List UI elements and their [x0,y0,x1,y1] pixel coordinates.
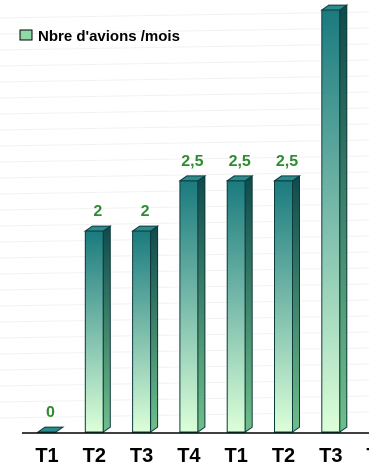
bar-side-2 [102,225,111,433]
background-stroke [0,75,369,83]
bar-top-4 [178,175,207,182]
data-label-2: 2 [93,203,102,220]
bar-side-6 [292,174,300,433]
data-labels-group: 0 2 2 2,5 2,5 2,5 [46,153,298,421]
bar-6 [274,180,293,433]
background-stroke [0,27,369,35]
background-stroke [0,171,369,179]
legend-swatch [19,29,33,41]
x-tick-1: T1 [35,445,58,464]
bars-group [36,4,349,433]
x-tick-4: T4 [177,445,201,464]
bar-top-7 [320,4,349,11]
data-label-1: 0 [46,404,55,421]
legend: Nbre d'avions /mois [19,28,180,45]
bar-top-6 [272,175,302,182]
data-label-4: 2,5 [181,153,203,170]
data-label-5: 2,5 [229,153,251,170]
x-tick-labels-group: T1 T2 T3 T4 T1 T2 T3 T4 [35,445,369,464]
x-tick-2: T2 [83,445,106,464]
background-stroke [0,123,369,131]
background-stroke [0,11,369,19]
x-tick-3: T3 [130,445,153,464]
bar-top-3 [131,225,160,232]
x-tick-8: T4 [366,445,369,464]
bar-2 [84,230,104,433]
bar-3 [132,230,152,433]
bar-side-3 [150,225,159,433]
bar-side-5 [244,174,253,433]
background-stroke [0,155,369,163]
bar-7 [321,9,341,433]
background-stroke [0,139,369,147]
background-stroke [0,43,369,51]
bar-top-5 [225,175,254,182]
background-stroke [0,107,369,115]
x-tick-6: T2 [272,445,295,464]
x-tick-5: T1 [225,445,248,464]
bar-4 [179,180,199,433]
background-stroke [0,59,369,67]
x-tick-7: T3 [319,445,342,464]
data-label-3: 2 [141,203,150,220]
bar-1 [36,426,65,433]
bar-top-2 [83,225,112,232]
data-label-6: 2,5 [276,153,298,170]
bar-side-7 [339,4,348,433]
background-stroke [0,91,369,99]
legend-label: Nbre d'avions /mois [38,28,180,45]
bar-5 [226,180,246,433]
bar-side-4 [197,174,206,433]
